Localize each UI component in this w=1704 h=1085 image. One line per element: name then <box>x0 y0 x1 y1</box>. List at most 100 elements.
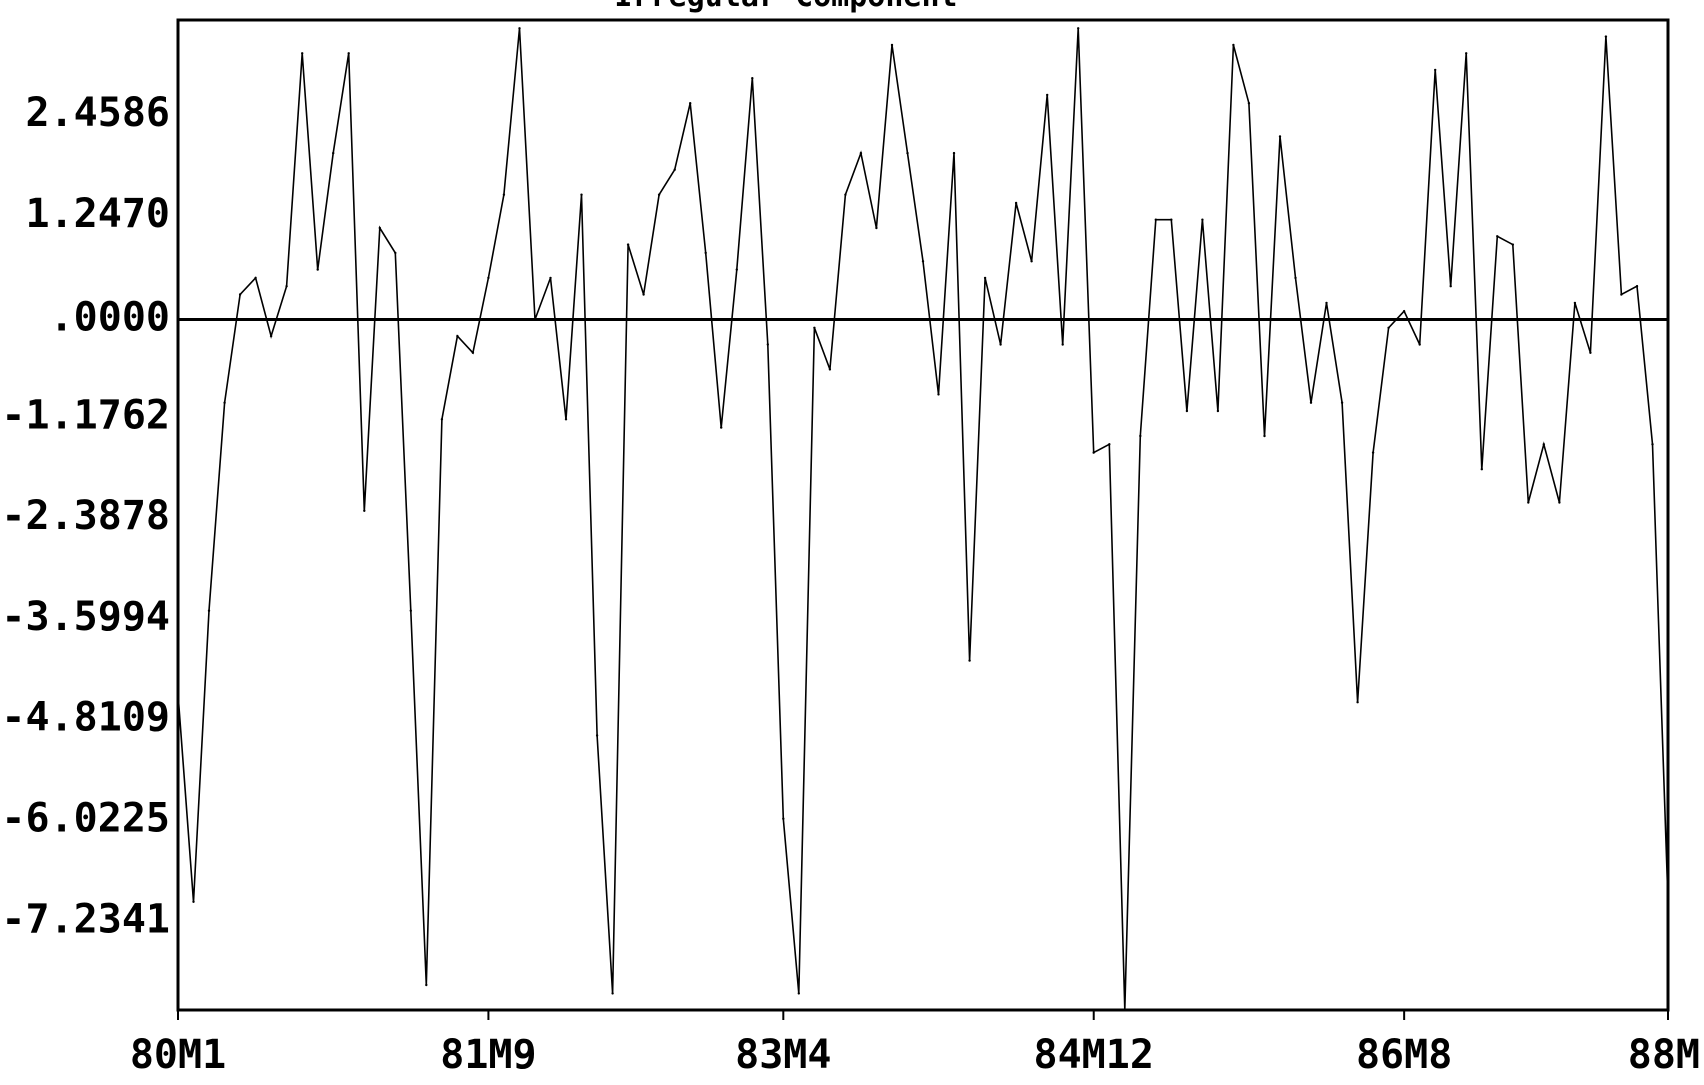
data-point <box>859 151 863 155</box>
data-point <box>533 318 537 321</box>
data-point <box>611 992 614 995</box>
data-point <box>1340 401 1344 404</box>
data-point <box>207 609 211 612</box>
data-point <box>316 268 319 271</box>
plot-border <box>176 18 1670 1012</box>
data-point <box>1666 900 1670 903</box>
data-point <box>844 193 847 196</box>
data-point <box>1418 343 1421 346</box>
data-point <box>720 426 723 429</box>
data-point <box>1635 285 1639 288</box>
data-point <box>1651 443 1654 446</box>
data-point <box>564 418 568 421</box>
data-point <box>378 226 381 230</box>
data-point <box>1170 218 1173 221</box>
y-tick-label: -4.8109 <box>1 695 170 741</box>
data-point <box>1356 701 1359 704</box>
data-point <box>673 168 676 171</box>
data-point <box>813 326 816 329</box>
data-point <box>782 817 785 820</box>
data-point <box>269 334 273 338</box>
data-point <box>1496 235 1499 238</box>
data-point <box>1527 501 1530 504</box>
data-point <box>363 509 366 512</box>
data-point <box>1139 434 1142 438</box>
y-tick-label: 1.2470 <box>26 191 171 237</box>
data-point <box>1371 451 1375 454</box>
data-point <box>1232 43 1235 47</box>
data-point <box>502 193 506 196</box>
data-point <box>906 151 909 155</box>
data-point <box>657 193 661 196</box>
data-point <box>766 343 769 346</box>
x-tick-label: 84M12 <box>1034 1032 1154 1078</box>
data-point <box>751 77 754 80</box>
data-point <box>1014 201 1018 205</box>
data-point <box>1061 343 1064 346</box>
data-point <box>471 351 475 354</box>
data-point <box>1542 443 1546 446</box>
data-point <box>937 393 940 396</box>
data-point <box>890 43 894 47</box>
data-point <box>456 334 459 338</box>
y-tick-label: -6.0225 <box>1 796 170 842</box>
data-point <box>580 193 583 196</box>
data-point <box>1185 409 1189 413</box>
data-point <box>595 734 599 737</box>
data-point <box>394 251 397 255</box>
data-point <box>921 260 925 263</box>
y-tick-label: -1.1762 <box>1 392 170 438</box>
x-tick-label: 86M8 <box>1356 1032 1452 1078</box>
plot-frame <box>176 18 1670 1012</box>
y-tick-label: -7.2341 <box>1 896 170 942</box>
chart-title: Irregular Component <box>614 0 957 14</box>
data-point <box>1402 310 1406 313</box>
data-point <box>875 226 878 230</box>
x-tick-label: 83M4 <box>735 1032 831 1078</box>
data-point <box>735 268 738 271</box>
data-point <box>176 692 180 696</box>
data-point <box>1077 27 1080 30</box>
data-point <box>704 251 707 255</box>
data-point <box>1573 301 1577 305</box>
data-point <box>1449 285 1452 288</box>
data-point <box>1108 443 1111 446</box>
data-point <box>1154 218 1158 221</box>
data-point <box>1620 293 1623 296</box>
data-point <box>192 900 195 903</box>
data-point <box>1309 401 1313 404</box>
data-point <box>487 276 490 280</box>
data-point <box>1558 501 1561 504</box>
data-point <box>1325 301 1328 305</box>
series-layer <box>176 27 1670 1012</box>
data-point <box>1465 52 1468 55</box>
data-point <box>1278 135 1282 138</box>
data-point <box>254 276 257 280</box>
data-point <box>1247 102 1251 105</box>
data-point <box>952 151 956 155</box>
data-point <box>1030 260 1033 263</box>
x-tick-label: 80M1 <box>130 1032 226 1078</box>
y-tick-label: 2.4586 <box>26 90 171 136</box>
data-point <box>409 609 412 612</box>
y-tick-label: -2.3878 <box>1 493 170 539</box>
data-point <box>347 52 350 55</box>
data-point <box>285 285 288 288</box>
data-point <box>440 418 444 421</box>
data-point <box>1604 35 1608 38</box>
data-point <box>1263 434 1266 438</box>
data-point <box>999 343 1002 346</box>
data-point <box>626 243 630 246</box>
data-point <box>1387 326 1390 329</box>
data-point <box>1216 409 1220 413</box>
x-axis: 80M1 81M9 83M4 84M12 86M8 88M <box>130 1010 1700 1078</box>
data-point <box>1480 468 1484 471</box>
data-point <box>425 983 428 987</box>
data-point <box>1511 243 1515 246</box>
data-point <box>1123 1008 1127 1012</box>
data-point <box>642 293 645 296</box>
y-tick-label: -3.5994 <box>1 594 170 640</box>
x-tick-label: 88M <box>1628 1032 1700 1078</box>
data-point <box>332 151 335 155</box>
